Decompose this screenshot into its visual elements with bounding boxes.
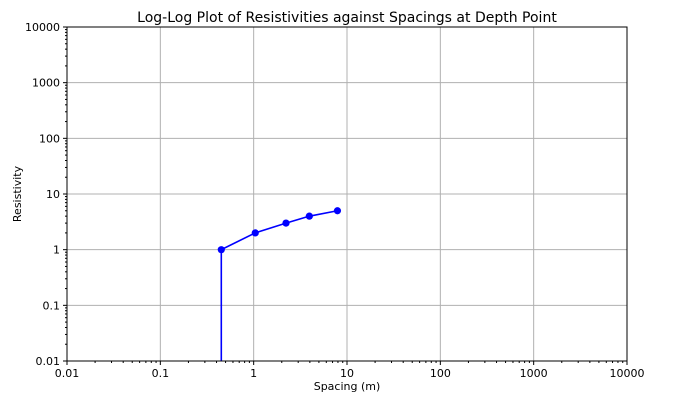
chart-title: Log-Log Plot of Resistivities against Sp… [137,10,557,26]
x-tick-label: 0.01 [55,367,80,380]
x-tick-label: 1 [250,367,257,380]
x-tick-label: 0.1 [152,367,170,380]
x-tick-label: 1000 [520,367,548,380]
y-tick-label: 0.01 [36,355,61,368]
ticks: 0.01 0.1 1 10 100 1000 10000 0.01 0.1 1 10 100 1000 1… [25,21,645,380]
data-point [217,246,225,254]
y-tick-label: 1000 [32,77,60,90]
y-tick-label: 100 [39,132,60,145]
x-tick-label: 10 [340,367,354,380]
series [217,207,342,361]
series-line [220,209,338,361]
y-tick-label: 10 [46,188,60,201]
y-tick-label: 1 [53,244,60,257]
data-point [305,212,313,220]
data-point [251,229,259,237]
data-point [282,219,290,227]
data-point [333,207,342,215]
grid [66,26,628,362]
y-tick-label: 10000 [25,21,60,34]
y-axis-label: Resistivity [11,165,24,222]
x-tick-label: 10000 [610,367,645,380]
x-axis-label: Spacing (m) [314,380,381,393]
plot-frame [66,26,628,362]
x-tick-label: 100 [430,367,451,380]
y-tick-label: 0.1 [43,299,61,312]
